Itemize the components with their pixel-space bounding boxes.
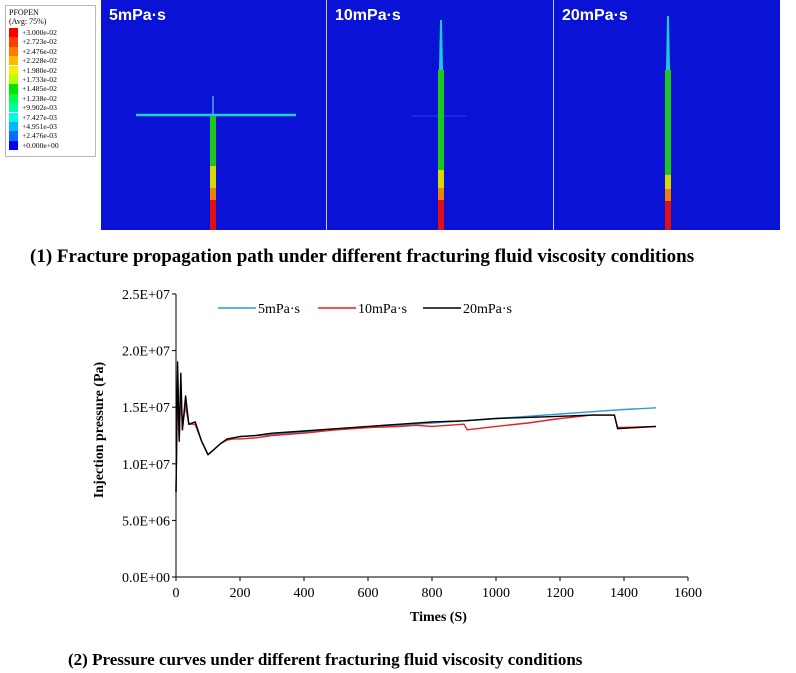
legend-entry: +0.000e+00: [9, 140, 95, 150]
chart-legend: 5mPa·s 10mPa·s 20mPa·s: [218, 302, 512, 317]
legend-entry: +7.427e-03: [9, 112, 95, 122]
legend-swatch: [9, 28, 18, 38]
x-tick-label: 1000: [482, 586, 510, 601]
caption-pressure-curves: (2) Pressure curves under different frac…: [68, 650, 583, 669]
caption-fracture-propagation: (1) Fracture propagation path under diff…: [30, 246, 695, 267]
legend-value-label: +2.723e-02: [22, 37, 57, 47]
x-tick-label: 400: [294, 586, 315, 601]
legend-swatch: [9, 122, 18, 132]
legend-value-label: +9.902e-03: [22, 103, 57, 113]
fracture-path-5: [136, 96, 296, 230]
legend-value-label: +1.980e-02: [22, 65, 57, 75]
chart-axes: 0.0E+00 5.0E+06 1.0E+07 1.5E+07 2.0E+07 2.5E+…: [122, 288, 702, 601]
x-tick-label: 1200: [546, 586, 574, 601]
legend-label-3: 20mPa·s: [463, 302, 512, 317]
x-axis-title: Times (S): [410, 610, 467, 625]
legend-swatch: [9, 65, 18, 75]
pressure-chart: 0.0E+00 5.0E+06 1.0E+07 1.5E+07 2.0E+07 2.5E+…: [122, 288, 702, 601]
fracture-orange-20: [665, 189, 671, 201]
legend-swatch: [9, 75, 18, 85]
legend-title: PFOPEN (Avg: 75%): [9, 8, 46, 26]
legend-swatch: [9, 56, 18, 66]
legend-entry: +2.476e-03: [9, 131, 95, 141]
legend-entry: +4.951e-03: [9, 122, 95, 132]
y-tick-label: 1.5E+07: [122, 401, 170, 416]
y-tick-label: 5.0E+06: [122, 514, 170, 529]
y-axis-title: Injection pressure (Pa): [92, 361, 107, 499]
fracture-path-10: [412, 20, 467, 230]
y-tick-label: 2.0E+07: [122, 345, 170, 360]
legend-swatch: [9, 84, 18, 94]
legend-entry: +2.723e-02: [9, 37, 95, 47]
panel-label-10: 10mPa·s: [335, 7, 401, 24]
legend-value-label: +4.951e-03: [22, 122, 57, 131]
legend-swatch: [9, 140, 18, 150]
fracture-orange-5: [210, 188, 216, 200]
legend-entry: +2.228e-02: [9, 56, 95, 66]
legend-entry: +1.485e-02: [9, 84, 95, 94]
series-line-3: [175, 361, 657, 493]
fracture-panel-10: 10mPa·s: [327, 0, 553, 230]
fracture-red-5: [210, 200, 216, 230]
x-tick-label: 1400: [610, 586, 638, 601]
x-tick-label: 800: [422, 586, 443, 601]
x-tick-label: 0: [173, 586, 180, 601]
fracture-path-20: [665, 16, 671, 230]
legend-value-label: +2.476e-02: [22, 46, 57, 56]
fracture-panel-20: 20mPa·s: [554, 0, 780, 230]
fracture-tip-10: [439, 20, 443, 70]
chart-series: [175, 361, 657, 493]
x-tick-label: 600: [358, 586, 379, 601]
contour-legend: PFOPEN (Avg: 75%) +3.000e-02 +2.723e-02 +2.…: [5, 5, 96, 157]
legend-swatch: [9, 103, 18, 113]
legend-title-line1: PFOPEN: [9, 8, 39, 17]
fracture-yellow-10: [438, 170, 444, 188]
legend-value-label: +3.000e-02: [22, 28, 57, 37]
legend-label-1: 5mPa·s: [258, 302, 300, 317]
panel-divider: [553, 0, 554, 230]
legend-value-label: +2.228e-02: [22, 56, 57, 66]
x-tick-label: 1600: [674, 586, 702, 601]
panel-divider: [326, 0, 327, 230]
panel-label-5: 5mPa·s: [109, 7, 166, 24]
panel-label-20: 20mPa·s: [562, 7, 628, 24]
legend-swatch: [9, 37, 18, 47]
legend-value-label: +7.427e-03: [22, 112, 57, 122]
legend-value-label: +1.238e-02: [22, 93, 57, 103]
y-tick-label: 2.5E+07: [122, 288, 170, 303]
legend-entry: +9.902e-03: [9, 103, 95, 113]
legend-label-2: 10mPa·s: [358, 302, 407, 317]
legend-swatch: [9, 93, 18, 103]
fracture-green-5: [210, 116, 216, 166]
fracture-tip-20: [666, 16, 670, 70]
legend-value-label: +1.485e-02: [22, 84, 57, 94]
fracture-green-20: [665, 70, 671, 175]
legend-value-label: +0.000e+00: [22, 140, 59, 150]
legend-value-label: +2.476e-03: [22, 131, 57, 141]
fracture-yellow-5: [210, 166, 216, 188]
legend-entry: +1.733e-02: [9, 75, 95, 85]
fracture-panel-5: 5mPa·s: [101, 0, 326, 230]
legend-swatch: [9, 112, 18, 122]
legend-value-label: +1.733e-02: [22, 75, 57, 84]
fracture-orange-10: [438, 188, 444, 200]
legend-swatch: [9, 131, 18, 141]
legend-title-line2: (Avg: 75%): [9, 17, 47, 26]
legend-entry: +2.476e-02: [9, 46, 95, 56]
fracture-red-10: [438, 200, 444, 230]
legend-swatch: [9, 46, 18, 56]
y-tick-label: 0.0E+00: [122, 571, 170, 586]
legend-entry: +1.238e-02: [9, 93, 95, 103]
fracture-green-10: [438, 70, 444, 170]
fracture-red-20: [665, 201, 671, 230]
legend-entry: +1.980e-02: [9, 65, 95, 75]
y-tick-label: 1.0E+07: [122, 458, 170, 473]
legend-entry: +3.000e-02: [9, 28, 95, 38]
x-tick-label: 200: [230, 586, 251, 601]
fracture-yellow-20: [665, 175, 671, 189]
